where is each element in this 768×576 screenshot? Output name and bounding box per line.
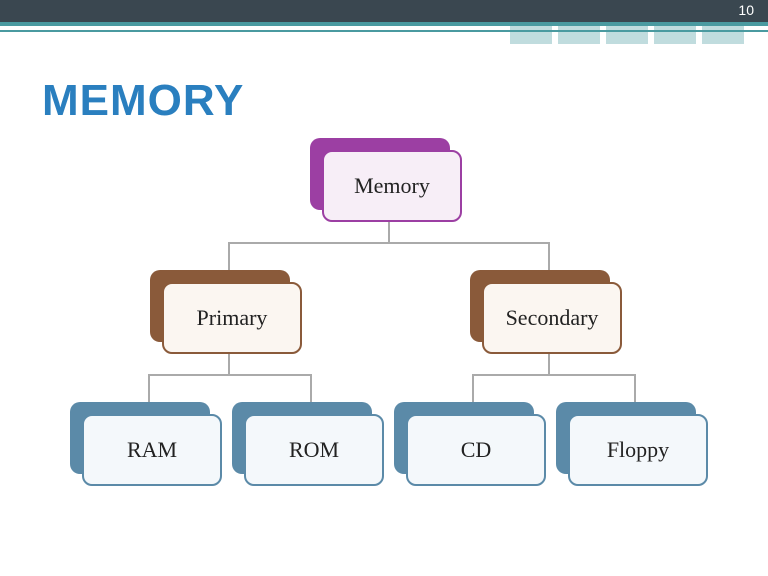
node-label: RAM	[127, 437, 177, 463]
node-ram: RAM	[70, 402, 220, 482]
connector	[548, 242, 550, 270]
connector	[472, 374, 636, 376]
connector	[634, 374, 636, 402]
memory-hierarchy-diagram: Memory Primary Secondary RAM ROM CD Flop…	[0, 130, 768, 550]
connector	[228, 242, 550, 244]
node-label: Floppy	[607, 437, 669, 463]
node-label: Primary	[197, 305, 268, 331]
decor-boxes	[510, 26, 740, 46]
node-label: Secondary	[506, 305, 599, 331]
node-label: Memory	[354, 173, 430, 199]
node-label: ROM	[289, 437, 339, 463]
node-secondary: Secondary	[470, 270, 620, 350]
connector	[228, 242, 230, 270]
slide-top-bar	[0, 0, 768, 22]
page-number: 10	[738, 2, 754, 18]
connector	[310, 374, 312, 402]
node-primary: Primary	[150, 270, 300, 350]
node-cd: CD	[394, 402, 544, 482]
connector	[388, 222, 390, 242]
slide-title: MEMORY	[42, 76, 244, 126]
connector	[148, 374, 312, 376]
node-rom: ROM	[232, 402, 382, 482]
node-floppy: Floppy	[556, 402, 706, 482]
node-memory: Memory	[310, 138, 460, 218]
node-label: CD	[461, 437, 492, 463]
connector	[472, 374, 474, 402]
connector	[548, 354, 550, 374]
connector	[228, 354, 230, 374]
connector	[148, 374, 150, 402]
